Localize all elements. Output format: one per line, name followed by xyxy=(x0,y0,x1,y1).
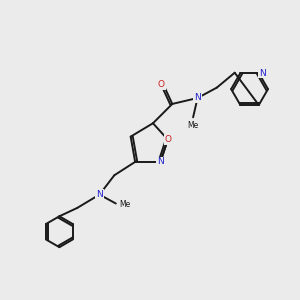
Text: Me: Me xyxy=(119,200,130,209)
Text: O: O xyxy=(164,135,171,144)
Text: Me: Me xyxy=(187,121,198,130)
Text: N: N xyxy=(96,190,103,199)
Text: N: N xyxy=(157,158,164,166)
Text: N: N xyxy=(194,94,201,103)
Text: N: N xyxy=(259,69,266,78)
Text: O: O xyxy=(158,80,165,89)
